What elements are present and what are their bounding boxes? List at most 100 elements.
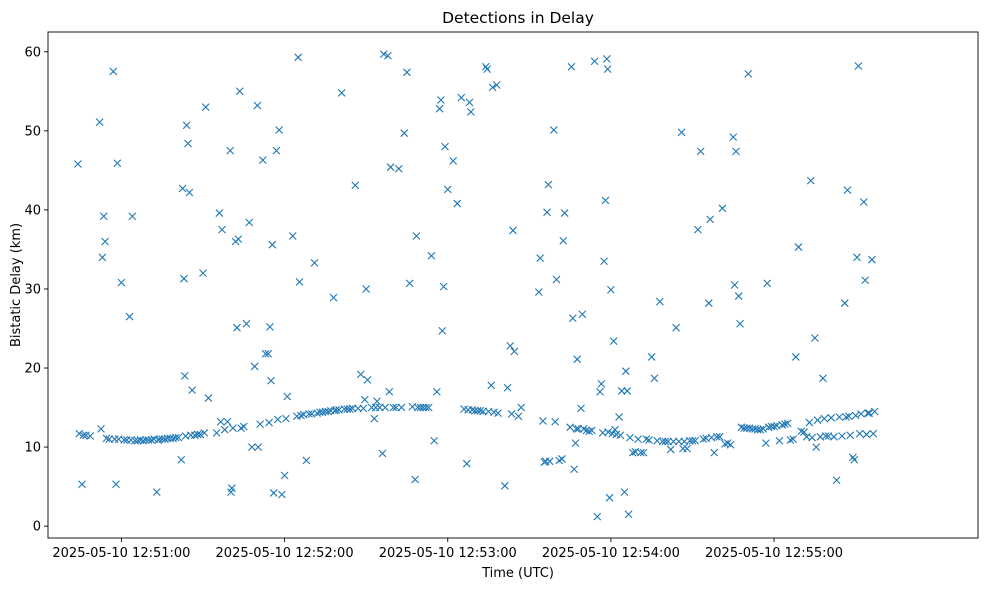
data-point [869, 429, 878, 438]
data-point [405, 279, 414, 288]
data-point [863, 409, 872, 417]
data-point [838, 432, 846, 440]
data-point [196, 430, 205, 439]
data-point [437, 96, 445, 104]
data-point [851, 411, 860, 420]
data-point [677, 128, 686, 137]
data-point [585, 427, 594, 436]
data-point [514, 412, 523, 421]
data-point [647, 353, 656, 361]
data-point [600, 257, 608, 266]
data-point [370, 414, 379, 423]
data-point [109, 67, 118, 76]
data-point [551, 417, 560, 426]
data-point [180, 274, 188, 283]
data-point [389, 403, 398, 412]
data-point [199, 269, 207, 278]
x-tick-label: 2025-05-10 12:54:00 [542, 546, 680, 561]
data-point [439, 282, 448, 291]
data-point [590, 57, 599, 66]
data-point [861, 276, 870, 285]
data-point [732, 147, 740, 156]
data-point [762, 439, 770, 448]
data-point [842, 413, 851, 421]
data-point [386, 163, 395, 172]
data-point [378, 449, 387, 458]
data-point [397, 403, 406, 412]
data-point [275, 126, 284, 134]
data-point [266, 323, 274, 331]
data-point [718, 204, 727, 213]
data-point [855, 429, 864, 438]
data-point [696, 147, 705, 156]
data-point [744, 70, 753, 78]
data-point [604, 428, 613, 436]
data-point [488, 83, 497, 92]
data-point [462, 459, 471, 468]
data-point [778, 421, 787, 429]
data-point [566, 423, 574, 432]
data-point [628, 448, 637, 457]
data-point [310, 258, 319, 267]
data-point [655, 297, 664, 306]
data-point [385, 387, 394, 396]
data-point [481, 62, 490, 71]
data-point [791, 353, 800, 361]
data-point [679, 444, 687, 453]
data-point [74, 160, 82, 168]
data-point [616, 431, 625, 440]
data-point [79, 431, 88, 440]
data-point [282, 414, 290, 423]
data-point [483, 65, 492, 74]
data-point [573, 355, 582, 364]
data-point [295, 277, 304, 286]
data-point [694, 225, 702, 234]
data-point [245, 218, 254, 227]
data-point [184, 139, 192, 148]
data-point [821, 432, 830, 440]
data-point [820, 414, 829, 423]
data-point [560, 209, 569, 217]
data-point [227, 484, 236, 493]
data-point [699, 435, 708, 444]
data-point [503, 383, 512, 392]
data-point [487, 381, 496, 390]
data-point [177, 455, 186, 464]
data-point [783, 419, 792, 428]
data-point [432, 387, 441, 396]
data-point [572, 425, 581, 433]
y-tick-label: 40 [24, 203, 41, 218]
data-point [567, 62, 576, 71]
data-point [360, 395, 369, 404]
data-point [147, 436, 156, 444]
data-point [373, 397, 381, 406]
data-point [775, 436, 784, 445]
data-point [171, 433, 180, 442]
data-point [794, 243, 803, 251]
data-point [510, 347, 519, 356]
data-point [117, 278, 126, 287]
data-point [492, 81, 501, 89]
data-point [819, 374, 827, 383]
y-tick-label: 30 [24, 282, 41, 297]
data-point [113, 159, 122, 168]
data-point [786, 436, 795, 444]
data-point [384, 51, 392, 60]
data-point [223, 417, 232, 426]
data-point [578, 310, 587, 319]
data-point [256, 420, 264, 429]
data-point [204, 394, 213, 402]
data-point [636, 448, 645, 457]
data-point [870, 407, 879, 416]
data-point [729, 133, 738, 142]
data-point [185, 188, 194, 197]
y-tick-label: 60 [24, 45, 41, 60]
data-point [734, 292, 743, 300]
data-point [294, 53, 303, 62]
data-point [235, 87, 244, 96]
data-point [710, 448, 719, 457]
data-point [242, 319, 251, 328]
data-point [568, 314, 577, 323]
data-point [715, 432, 724, 441]
data-point [607, 285, 615, 294]
